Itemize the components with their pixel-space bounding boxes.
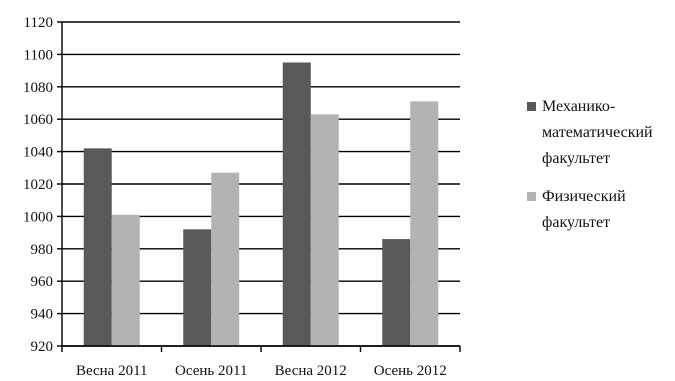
bar-series1-2 [310,114,339,346]
y-tick-label: 1040 [23,145,53,161]
bar-series0-2 [282,62,311,346]
legend-label-physics: Физический факультет [542,188,626,231]
bar-series0-0 [83,148,112,346]
x-tick-label: Осень 2012 [374,363,447,379]
bar-series1-1 [211,172,240,346]
legend-label-mechmath: Механико- математический факультет [542,98,653,167]
bar-series1-3 [410,101,439,346]
y-tick-label: 1120 [24,15,53,31]
y-tick-label: 920 [31,339,54,355]
y-tick-label: 980 [31,242,54,258]
y-tick-label: 1060 [23,112,53,128]
legend-item-physics: Физический факультет [527,186,675,236]
y-tick-label: 1080 [23,80,53,96]
bar-series0-1 [183,229,212,346]
y-tick-label: 1020 [23,177,53,193]
bar-series0-3 [382,239,411,346]
bar-series1-0 [111,214,140,346]
y-axis-ticks: 920 940 960 980 1000 1020 1040 1060 1080 1100 1120 [23,15,62,355]
y-tick-label: 1100 [24,47,53,63]
y-tick-label: 960 [31,274,54,290]
x-tick-label: Весна 2011 [76,363,148,379]
legend-swatch-physics [527,192,536,201]
legend: Механико- математический факультет Физич… [527,96,675,250]
x-tick-label: Весна 2012 [275,363,347,379]
y-tick-label: 940 [31,307,54,323]
x-axis-ticks: Весна 2011 Осень 2011 Весна 2012 Осень 2012 [61,346,461,379]
y-tick-label: 1000 [23,209,53,225]
bars [83,62,439,346]
legend-item-mechmath: Механико- математический факультет [527,96,675,172]
x-tick-label: Осень 2011 [175,363,247,379]
legend-swatch-mechmath [527,102,536,111]
